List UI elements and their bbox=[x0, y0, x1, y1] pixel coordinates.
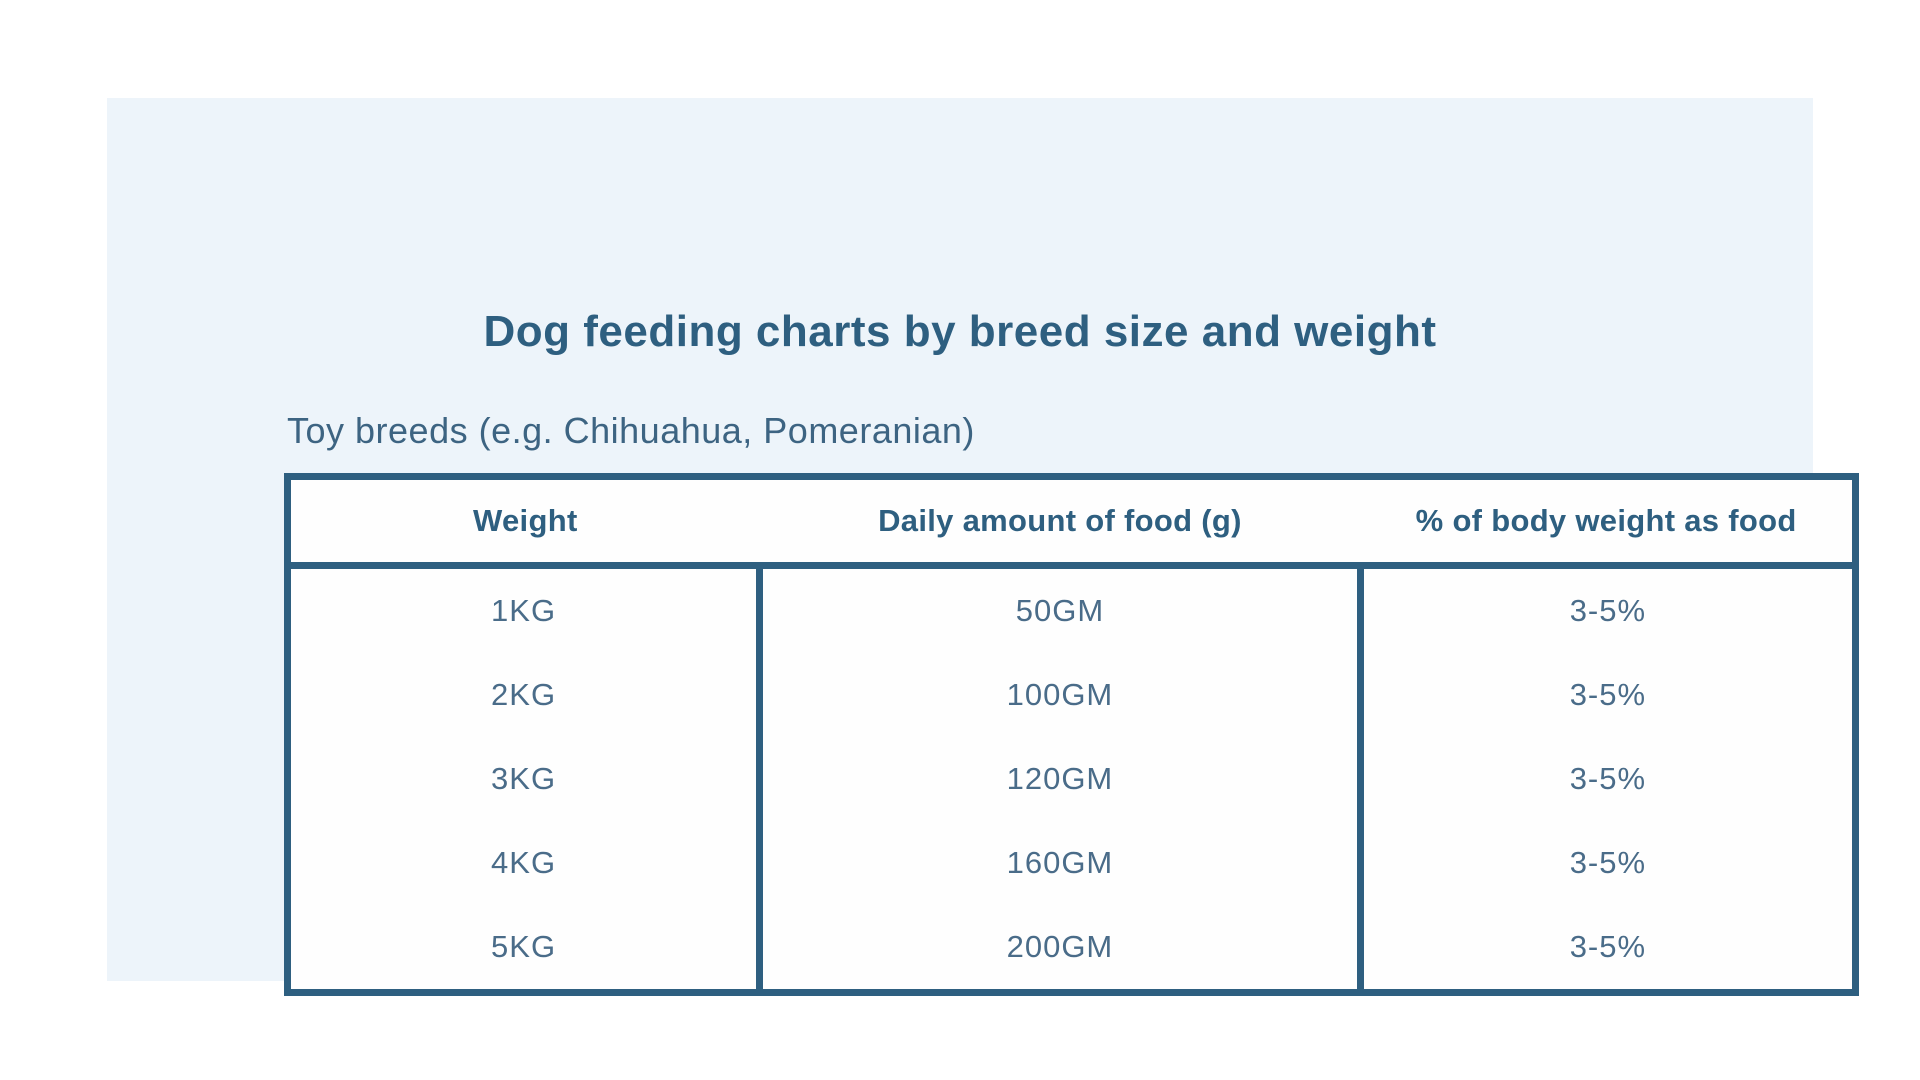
feeding-table-body: 1KG 50GM 3-5% 2KG 100GM 3-5% 3KG 120GM 3… bbox=[287, 565, 1856, 993]
table-row: 3KG 120GM 3-5% bbox=[287, 737, 1856, 821]
table-row: 5KG 200GM 3-5% bbox=[287, 905, 1856, 993]
cell-daily-amount: 100GM bbox=[759, 653, 1364, 737]
cell-weight: 4KG bbox=[287, 821, 764, 905]
cell-body-weight-percent: 3-5% bbox=[1360, 905, 1856, 993]
cell-weight: 5KG bbox=[287, 905, 764, 993]
column-header-weight: Weight bbox=[287, 476, 760, 569]
cell-body-weight-percent: 3-5% bbox=[1360, 565, 1856, 653]
feeding-chart-panel: Dog feeding charts by breed size and wei… bbox=[107, 98, 1859, 996]
table-row: 2KG 100GM 3-5% bbox=[287, 653, 1856, 737]
cell-daily-amount: 160GM bbox=[759, 821, 1364, 905]
feeding-table-header: Weight Daily amount of food (g) % of bod… bbox=[287, 476, 1856, 569]
cell-daily-amount: 120GM bbox=[759, 737, 1364, 821]
cell-weight: 3KG bbox=[287, 737, 764, 821]
cell-body-weight-percent: 3-5% bbox=[1360, 737, 1856, 821]
header-row: Weight Daily amount of food (g) % of bod… bbox=[287, 476, 1856, 569]
cell-body-weight-percent: 3-5% bbox=[1360, 821, 1856, 905]
feeding-table: Weight Daily amount of food (g) % of bod… bbox=[284, 473, 1859, 996]
cell-weight: 1KG bbox=[287, 565, 764, 653]
cell-body-weight-percent: 3-5% bbox=[1360, 653, 1856, 737]
page-title: Dog feeding charts by breed size and wei… bbox=[483, 307, 1437, 357]
section-subtitle-toy-breeds: Toy breeds (e.g. Chihuahua, Pomeranian) bbox=[287, 409, 975, 451]
table-row: 4KG 160GM 3-5% bbox=[287, 821, 1856, 905]
cell-weight: 2KG bbox=[287, 653, 764, 737]
cell-daily-amount: 50GM bbox=[759, 565, 1364, 653]
column-header-daily-amount: Daily amount of food (g) bbox=[759, 476, 1361, 569]
cell-daily-amount: 200GM bbox=[759, 905, 1364, 993]
table-row: 1KG 50GM 3-5% bbox=[287, 565, 1856, 653]
column-header-body-weight-percent: % of body weight as food bbox=[1360, 476, 1856, 569]
